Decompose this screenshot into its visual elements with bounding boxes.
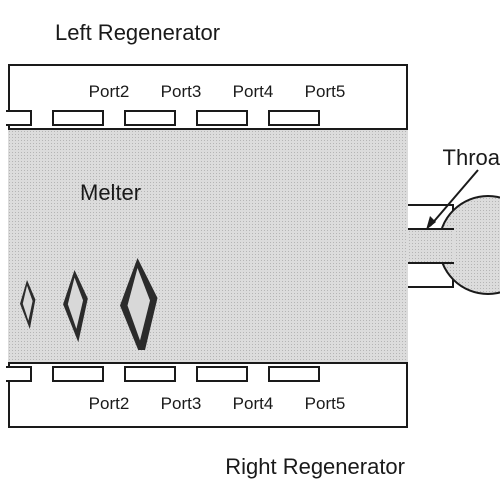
right-regenerator-title: Right Regenerator	[225, 454, 405, 480]
port-labels-top: Port2 Port3 Port4 Port5	[8, 82, 408, 102]
port-rect	[268, 110, 320, 126]
left-regenerator-title: Left Regenerator	[55, 20, 220, 46]
port-label: Port3	[148, 82, 214, 102]
port-labels-bottom: Port2 Port3 Port4 Port5	[8, 394, 408, 414]
flames-icon	[20, 250, 220, 350]
port-rect	[52, 110, 104, 126]
port-rect	[6, 366, 32, 382]
port-label: Port3	[148, 394, 214, 414]
port-label: Port2	[76, 82, 142, 102]
ports-top-row	[8, 110, 408, 126]
port-label: Port4	[220, 394, 286, 414]
port-label: Port5	[292, 394, 358, 414]
port-rect	[6, 110, 32, 126]
port-rect	[124, 110, 176, 126]
port-rect	[196, 366, 248, 382]
port-rect	[52, 366, 104, 382]
port-label: Port4	[220, 82, 286, 102]
ports-bottom-row	[8, 366, 408, 382]
port-rect	[124, 366, 176, 382]
port-label: Port5	[292, 82, 358, 102]
port-rect	[268, 366, 320, 382]
melter-label: Melter	[80, 180, 141, 206]
throat-arrow-icon	[420, 168, 480, 238]
port-rect	[196, 110, 248, 126]
port-label: Port2	[76, 394, 142, 414]
